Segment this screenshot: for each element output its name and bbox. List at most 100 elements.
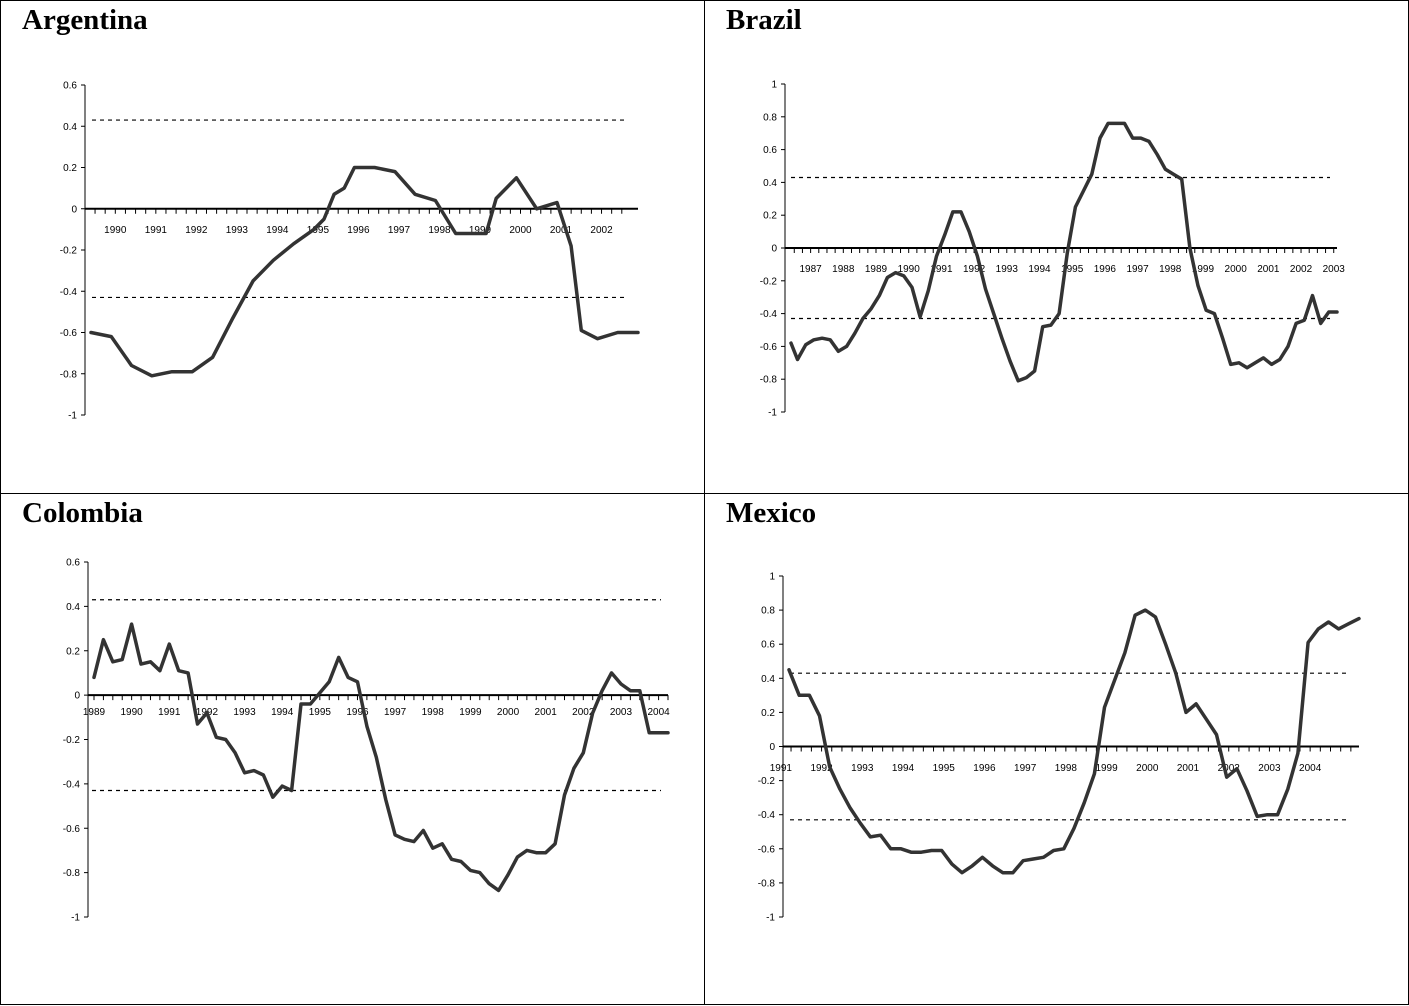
x-tick-label: 2003 [1323, 264, 1346, 275]
y-tick-label: 0.4 [763, 178, 777, 189]
x-tick-label: 1989 [865, 264, 888, 275]
y-tick-label: 1 [769, 572, 775, 583]
x-tick-label: 2002 [1290, 264, 1313, 275]
y-tick-label: -1 [71, 913, 80, 924]
x-tick-label: 2000 [497, 707, 520, 718]
x-tick-label: 1996 [1094, 264, 1117, 275]
y-tick-label: 0.6 [66, 558, 80, 569]
x-tick-label: 2001 [1257, 264, 1280, 275]
y-tick-label: -0.6 [760, 342, 778, 353]
x-tick-label: 1994 [266, 225, 289, 236]
y-tick-label: -0.8 [60, 369, 78, 380]
x-tick-label: 1993 [233, 707, 256, 718]
x-tick-label: 1997 [1126, 264, 1149, 275]
x-tick-label: 1988 [832, 264, 855, 275]
x-tick-label: 1999 [1095, 763, 1118, 774]
x-tick-label: 2003 [610, 707, 633, 718]
x-tick-label: 2001 [1177, 763, 1200, 774]
y-tick-label: -0.6 [63, 824, 81, 835]
x-tick-label: 1998 [1055, 763, 1078, 774]
y-tick-label: 0 [71, 204, 77, 215]
x-tick-label: 1993 [226, 225, 249, 236]
x-tick-label: 1995 [1061, 264, 1084, 275]
x-tick-label: 2001 [550, 225, 573, 236]
x-tick-label: 1991 [770, 763, 793, 774]
series-line [787, 608, 1361, 875]
x-tick-label: 1997 [1014, 763, 1037, 774]
x-tick-label: 1991 [145, 225, 168, 236]
y-tick-label: -0.4 [63, 779, 81, 790]
y-tick-label: 0.2 [763, 211, 777, 222]
y-tick-label: -0.6 [60, 328, 78, 339]
x-tick-label: 1999 [459, 707, 482, 718]
y-tick-label: -0.2 [758, 776, 776, 787]
x-tick-label: 1993 [996, 264, 1019, 275]
x-tick-label: 1994 [892, 763, 915, 774]
y-tick-label: 0.6 [761, 640, 775, 651]
y-tick-label: -0.2 [760, 276, 778, 287]
x-tick-label: 1994 [271, 707, 294, 718]
x-tick-label: 1992 [963, 264, 986, 275]
x-tick-label: 2003 [1258, 763, 1281, 774]
x-tick-label: 1991 [930, 264, 953, 275]
x-tick-label: 1995 [309, 707, 332, 718]
y-tick-label: 1 [771, 80, 777, 91]
panel-brazil: Brazil 1 0.8 0.6 0.4 0.2 0 -0.2 -0.4 -0.6 -0.8 -1 1… [704, 0, 1409, 494]
x-tick-label: 1996 [973, 763, 996, 774]
x-tick-label: 2004 [1299, 763, 1322, 774]
series-line [92, 622, 670, 893]
x-tick-label: 2002 [572, 707, 595, 718]
series-line [789, 121, 1339, 383]
x-tick-label: 1996 [347, 225, 370, 236]
y-tick-label: -0.8 [758, 878, 776, 889]
y-tick-label: 0.6 [763, 145, 777, 156]
y-tick-label: 0.6 [63, 81, 77, 92]
x-tick-label: 1991 [158, 707, 181, 718]
y-tick-label: 0.8 [763, 112, 777, 123]
series-line [89, 165, 640, 378]
x-tick-label: 1998 [1159, 264, 1182, 275]
y-tick-label: 0.2 [63, 163, 77, 174]
x-tick-label: 1992 [810, 763, 833, 774]
y-tick-label: -0.2 [60, 246, 78, 257]
y-tick-label: -1 [768, 408, 777, 419]
x-tick-label: 1987 [799, 264, 822, 275]
chart-argentina: 0.6 0.4 0.2 0 -0.2 -0.4 -0.6 -0.8 -1 1990 1991 1992… [60, 81, 640, 422]
y-tick-label: -1 [766, 913, 775, 924]
x-tick-label: 1996 [346, 707, 369, 718]
x-tick-label: 2004 [647, 707, 670, 718]
y-tick-label: -0.4 [760, 309, 778, 320]
x-tick-label: 1989 [83, 707, 106, 718]
y-tick-label: 0.4 [63, 122, 77, 133]
x-tick-label: 1999 [469, 225, 492, 236]
y-tick-label: 0.2 [761, 708, 775, 719]
x-tick-label: 1997 [384, 707, 407, 718]
x-tick-label: 1990 [104, 225, 127, 236]
chart-colombia: 0.6 0.4 0.2 0 -0.2 -0.4 -0.6 -0.8 -1 1989 1990 1991… [63, 558, 670, 924]
y-tick-label: -0.8 [63, 868, 81, 879]
y-tick-label: -0.6 [758, 844, 776, 855]
x-tick-label: 1998 [422, 707, 445, 718]
x-tick-label: 2002 [590, 225, 613, 236]
x-tick-label: 2000 [1225, 264, 1248, 275]
x-tick-label: 2000 [1136, 763, 1159, 774]
x-tick-label: 1997 [388, 225, 411, 236]
x-tick-label: 1990 [898, 264, 921, 275]
y-tick-label: 0 [769, 742, 775, 753]
x-tick-label: 1998 [428, 225, 451, 236]
x-tick-label: 1994 [1028, 264, 1051, 275]
x-tick-label: 1990 [121, 707, 144, 718]
y-tick-label: 0.4 [66, 602, 80, 613]
x-tick-label: 2002 [1218, 763, 1241, 774]
panel-title: Argentina [22, 4, 148, 36]
x-tick-label: 1995 [933, 763, 956, 774]
x-tick-label: 2001 [535, 707, 558, 718]
panel-colombia: Colombia 0.6 0.4 0.2 0 -0.2 -0.4 -0.6 -0.8 -1 198… [0, 493, 705, 1005]
x-tick-label: 1999 [1192, 264, 1215, 275]
chart-mexico: 1 0.8 0.6 0.4 0.2 0 -0.2 -0.4 -0.6 -0.8 -1 1991 1992… [758, 572, 1361, 924]
y-tick-label: -0.4 [758, 810, 776, 821]
panel-mexico: Mexico 1 0.8 0.6 0.4 0.2 0 -0.2 -0.4 -0.6 -0.8 -1 1… [704, 493, 1409, 1005]
y-tick-label: 0 [74, 691, 80, 702]
x-tick-label: 1992 [185, 225, 208, 236]
